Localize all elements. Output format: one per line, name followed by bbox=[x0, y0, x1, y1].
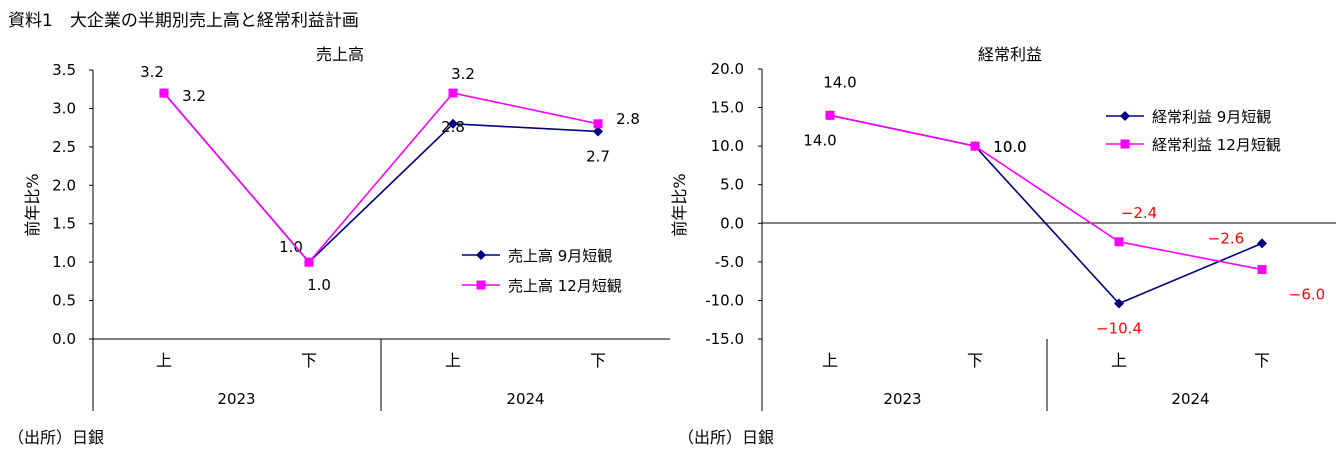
chart-1-legend-1-label: 経常利益 12月短観 bbox=[1152, 136, 1281, 154]
chart-1-series-0-data-label: 10.0 bbox=[993, 138, 1026, 156]
chart-1-series-1-point bbox=[825, 110, 835, 120]
chart-0-legend-1-marker bbox=[476, 280, 486, 290]
chart-0-category-label: 上 bbox=[156, 351, 172, 370]
source-note-profit: （出所）日銀 bbox=[678, 428, 775, 447]
chart-1-legend-0-label: 経常利益 9月短観 bbox=[1152, 108, 1271, 126]
chart-0-ytick-label: 2.5 bbox=[52, 138, 76, 156]
chart-0-ytick-label: 3.0 bbox=[52, 99, 76, 117]
chart-1-legend-1-marker bbox=[1120, 139, 1130, 149]
chart-1-category-label: 下 bbox=[1254, 351, 1270, 370]
chart-0-legend-1-label: 売上高 12月短観 bbox=[508, 277, 622, 295]
chart-1-series-1-point bbox=[970, 141, 980, 151]
chart-0-category-label: 上 bbox=[445, 351, 461, 370]
chart-0-series-1-data-label: 1.0 bbox=[307, 276, 331, 294]
chart-1-year-label: 2023 bbox=[883, 390, 921, 408]
chart-0-series-0-data-label: 2.8 bbox=[441, 118, 465, 136]
chart-1-ytick-label: 5.0 bbox=[720, 176, 744, 194]
chart-1-category-label: 下 bbox=[967, 351, 983, 370]
chart-0-series-0-data-label: 2.7 bbox=[586, 147, 610, 165]
chart-0-series-1-line bbox=[163, 92, 599, 264]
chart-0-category-label: 下 bbox=[590, 351, 606, 370]
source-note-sales: （出所）日銀 bbox=[8, 428, 105, 447]
chart-0-ytick-label: 0.0 bbox=[52, 330, 76, 348]
chart-1-ylabel: 前年比% bbox=[670, 173, 689, 236]
chart-1-ytick-label: 20.0 bbox=[711, 60, 744, 78]
chart-1-series-1-point bbox=[1114, 237, 1124, 247]
chart-1-ytick-label: 15.0 bbox=[711, 99, 744, 117]
chart-0-series-1-data-label: 3.2 bbox=[451, 65, 475, 83]
chart-0-category-label: 下 bbox=[301, 351, 317, 370]
chart-0-ytick-label: 3.5 bbox=[52, 61, 76, 79]
chart-0-series-0-point bbox=[448, 118, 458, 129]
chart-1-series-0-data-label: −2.6 bbox=[1208, 229, 1244, 247]
chart-1-category-label: 上 bbox=[822, 351, 838, 370]
chart-1-legend-0-marker bbox=[1120, 111, 1130, 121]
chart-1-ytick-label: 0.0 bbox=[720, 214, 744, 232]
chart-1-series-0-data-label: 14.0 bbox=[803, 131, 836, 149]
chart-1-series-0-point bbox=[1114, 298, 1124, 309]
chart-0-title: 売上高 bbox=[316, 45, 364, 64]
chart-0-ytick-label: 0.5 bbox=[52, 292, 76, 310]
chart-1-title: 経常利益 bbox=[978, 45, 1042, 64]
chart-1-series-1-data-label: −2.4 bbox=[1121, 204, 1157, 222]
chart-1-ytick-label: 10.0 bbox=[711, 137, 744, 155]
chart-0-series-1-point bbox=[448, 88, 458, 98]
chart-0-year-label: 2023 bbox=[217, 390, 255, 408]
chart-0-series-1-point bbox=[304, 257, 314, 267]
chart-0-series-0-point bbox=[593, 126, 603, 137]
chart-0-ytick-label: 1.0 bbox=[52, 253, 76, 271]
chart-1-series-1-data-label: 10.0 bbox=[993, 138, 1026, 156]
chart-1-year-label: 2024 bbox=[1171, 390, 1209, 408]
chart-1-series-1-data-label: −6.0 bbox=[1289, 286, 1325, 304]
chart-0-series-1-point bbox=[593, 119, 603, 129]
chart-0-year-label: 2024 bbox=[506, 390, 544, 408]
chart-1-ytick-label: -5.0 bbox=[715, 253, 744, 271]
chart-1-category-label: 上 bbox=[1111, 351, 1127, 370]
chart-1-ytick-label: -10.0 bbox=[705, 291, 744, 309]
chart-1-ytick-label: -15.0 bbox=[705, 330, 744, 348]
page-title: 資料1 大企業の半期別売上高と経常利益計画 bbox=[8, 11, 359, 31]
chart-0-series-1-data-label: 3.2 bbox=[182, 87, 206, 105]
chart-0-series-1-data-label: 2.8 bbox=[616, 110, 640, 128]
chart-0-series-0-data-label: 3.2 bbox=[140, 63, 164, 81]
chart-0-ytick-label: 2.0 bbox=[52, 176, 76, 194]
chart-0-series-0-data-label: 1.0 bbox=[279, 238, 303, 256]
chart-1-series-1-line bbox=[829, 114, 1263, 271]
chart-1-series-0-data-label: −10.4 bbox=[1096, 320, 1142, 338]
chart-1-series-1-data-label: 14.0 bbox=[823, 73, 856, 91]
chart-0-legend-0-marker bbox=[476, 250, 486, 260]
chart-0-ytick-label: 1.5 bbox=[52, 215, 76, 233]
chart-0-series-1-point bbox=[159, 88, 169, 98]
chart-0-legend-0-label: 売上高 9月短観 bbox=[508, 247, 612, 265]
chart-1-series-1-point bbox=[1257, 265, 1267, 275]
chart-1-series-0-point bbox=[1257, 238, 1267, 249]
chart-0-ylabel: 前年比% bbox=[23, 173, 42, 236]
